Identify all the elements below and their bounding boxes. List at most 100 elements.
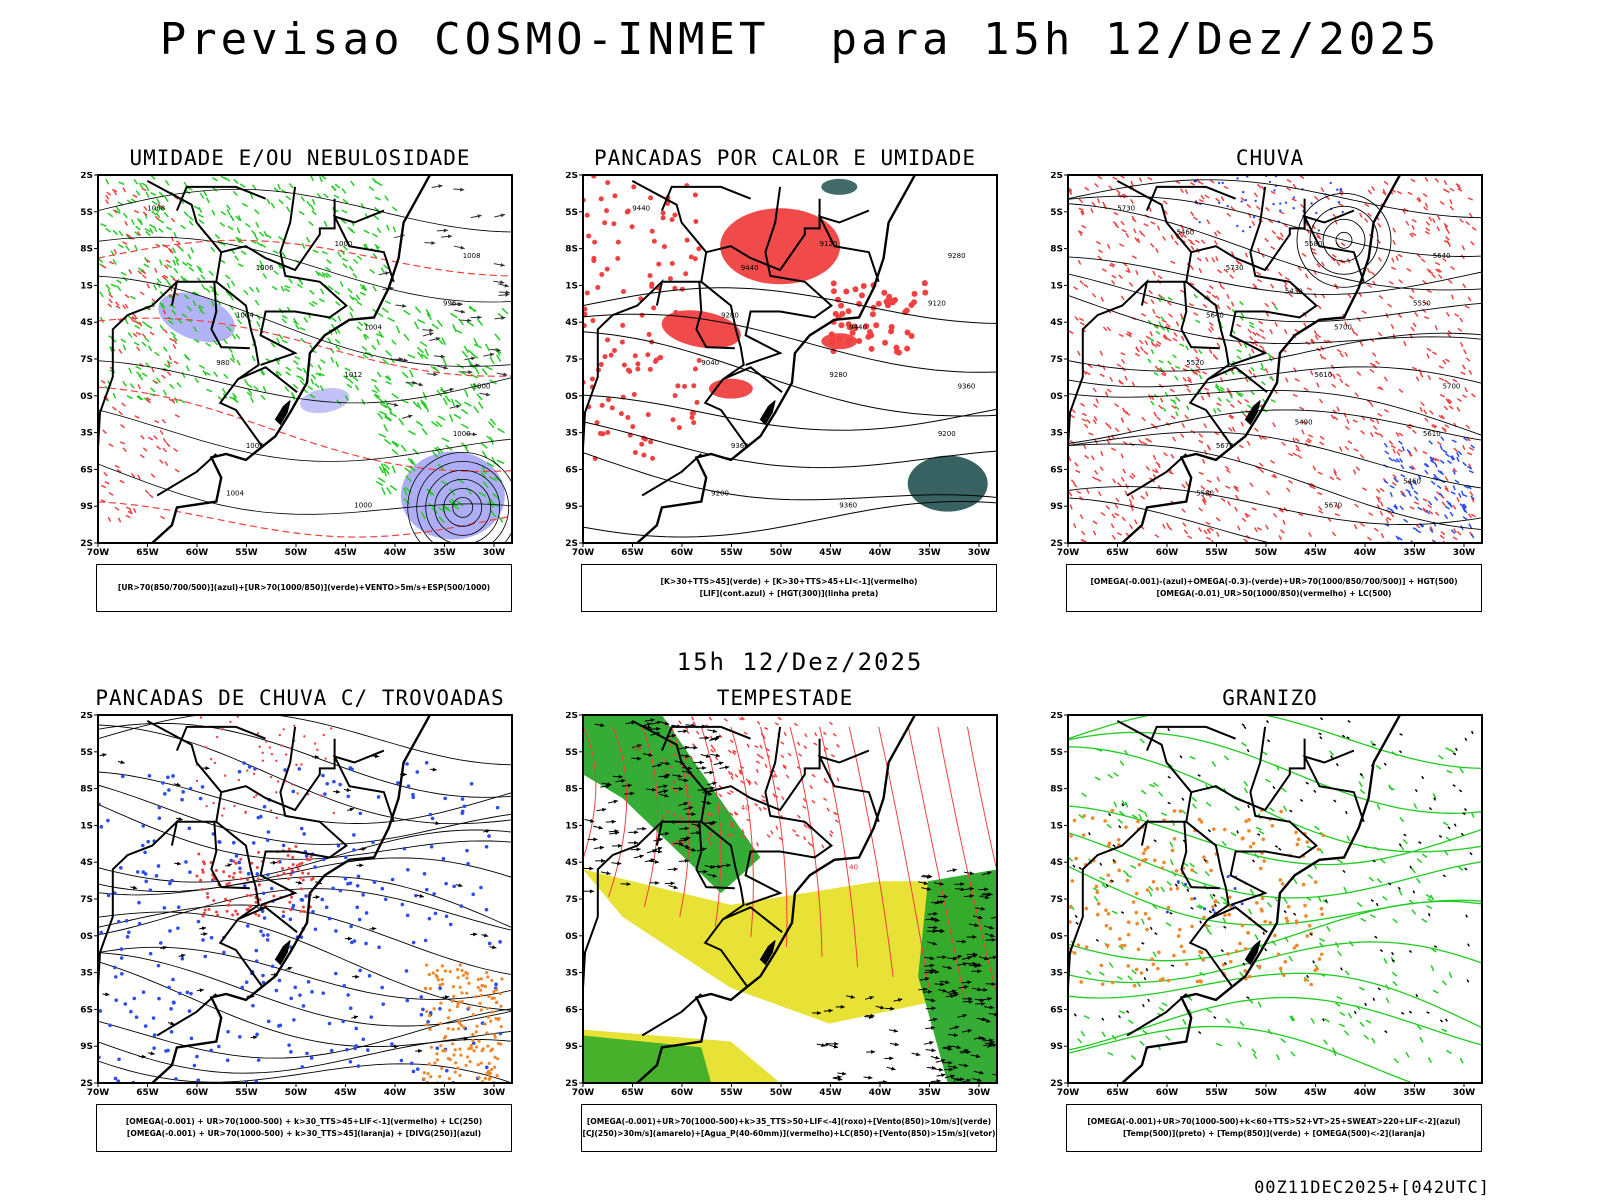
- lat-tick-label: 39S: [565, 1042, 578, 1052]
- legend-line: [OMEGA(-0.01)_UR>50(1000/850)(vermelho) …: [1156, 589, 1392, 598]
- legend-line: [UR>70(850/700/500)](azul)+[UR>70(1000/8…: [117, 583, 491, 592]
- map-panel-umidade: UMIDADE E/OU NEBULOSIDADE 1008 1006 1004 100…: [80, 146, 520, 616]
- lon-tick-label: 55W: [720, 548, 743, 558]
- lat-tick-label: 30S: [565, 392, 578, 402]
- lat-tick-label: 33S: [1050, 429, 1063, 439]
- lon-tick-label: 60W: [671, 548, 694, 558]
- lon-tick-label: 55W: [235, 548, 258, 558]
- lat-tick-label: 36S: [1050, 1005, 1063, 1015]
- lat-tick-label: 33S: [1050, 969, 1063, 979]
- lat-tick-label: 42S: [80, 539, 93, 549]
- legend-line: [LIF](cont.azul) + [HGT(300)](linha pret…: [699, 589, 879, 598]
- panel-legend: [OMEGA(-0.001)-(azul)+OMEGA(-0.3)-(verde…: [1066, 564, 1482, 612]
- contour-label: 5610: [1314, 371, 1332, 379]
- lon-tick-label: 30W: [483, 1088, 506, 1098]
- lat-tick-label: 27S: [1050, 895, 1063, 905]
- lat-tick-label: 21S: [80, 821, 93, 831]
- lon-tick-label: 65W: [621, 1088, 644, 1098]
- contour-label: 1006: [256, 264, 274, 272]
- valid-time-subtitle: 15h 12/Dez/2025: [676, 648, 924, 676]
- contour-label: 5550: [1413, 300, 1431, 308]
- lat-tick-label: 33S: [565, 969, 578, 979]
- contour-label: 1004: [226, 490, 244, 498]
- lon-tick-label: 55W: [720, 1088, 743, 1098]
- contour-label: 9040: [701, 359, 719, 367]
- contour-label: 9280: [948, 252, 966, 260]
- lon-tick-label: 45W: [1304, 1088, 1327, 1098]
- lon-tick-label: 65W: [1106, 1088, 1129, 1098]
- lat-tick-label: 27S: [1050, 355, 1063, 365]
- map-panel-pancadas_calor: PANCADAS POR CALOR E UMIDADE 9440 9440 9440…: [565, 146, 1005, 616]
- panel-title: CHUVA: [1235, 146, 1305, 170]
- lon-tick-label: 50W: [1255, 548, 1278, 558]
- legend-line: [OMEGA(-0.001)-(azul)+OMEGA(-0.3)-(verde…: [1090, 577, 1458, 586]
- lon-tick-label: 45W: [819, 548, 842, 558]
- lat-tick-label: 18S: [565, 245, 578, 255]
- legend-line: [CJ(250)>30m/s](amarelo)+[Agua_P(40-60mm…: [582, 1129, 996, 1138]
- contour-label: 1000: [473, 383, 491, 391]
- map-plot: 5730 5730 5700 5700 5670 5670 5640 5640 5610 5610…: [1050, 172, 1483, 558]
- lon-tick-label: 45W: [334, 1088, 357, 1098]
- lat-tick-label: 18S: [80, 245, 93, 255]
- lat-tick-label: 42S: [565, 1079, 578, 1089]
- lon-tick-label: 35W: [918, 548, 941, 558]
- lat-tick-label: 39S: [80, 502, 93, 512]
- contour-label: 5670: [1324, 501, 1342, 509]
- legend-line: [K>30+TTS>45](verde) + [K>30+TTS>45+LI<-…: [660, 577, 918, 586]
- contour-label: 996: [443, 300, 457, 308]
- contour-label: 40: [849, 863, 858, 871]
- lon-tick-label: 30W: [968, 548, 991, 558]
- lat-tick-label: 36S: [565, 1005, 578, 1015]
- lat-tick-label: 12S: [1050, 712, 1063, 721]
- panel-legend: [OMEGA(-0.001)+UR>70(1000-500)+k<60+TTS>…: [1066, 1104, 1482, 1152]
- lon-tick-label: 55W: [1205, 548, 1228, 558]
- panel-title: GRANIZO: [1222, 686, 1318, 710]
- contour-label: 40: [632, 745, 641, 753]
- lon-tick-label: 35W: [1403, 548, 1426, 558]
- contour-label: 980: [216, 359, 229, 367]
- lat-tick-label: 24S: [1050, 858, 1063, 868]
- contour-label: 5700: [1443, 383, 1461, 391]
- lon-tick-label: 70W: [572, 1088, 595, 1098]
- map-plot: 12S 15S 18S 21S 24S 27S 30S 33S 36S 39S 42S70W 65W 6…: [80, 712, 513, 1098]
- lat-tick-label: 21S: [565, 821, 578, 831]
- lon-tick-label: 30W: [1453, 548, 1476, 558]
- lon-tick-label: 35W: [1403, 1088, 1426, 1098]
- lat-tick-label: 33S: [80, 429, 93, 439]
- lat-tick-label: 21S: [1050, 281, 1063, 291]
- lon-tick-label: 50W: [285, 1088, 308, 1098]
- panel-title: PANCADAS POR CALOR E UMIDADE: [593, 146, 976, 170]
- lon-tick-label: 40W: [384, 548, 407, 558]
- lat-tick-label: 12S: [565, 712, 578, 721]
- lon-tick-label: 55W: [1205, 1088, 1228, 1098]
- lon-tick-label: 70W: [572, 548, 595, 558]
- panel-legend: [UR>70(850/700/500)](azul)+[UR>70(1000/8…: [96, 564, 512, 612]
- contour-label: 1004: [364, 323, 382, 331]
- contour-label: 5670: [1216, 442, 1234, 450]
- lat-tick-label: 18S: [1050, 245, 1063, 255]
- contour-label: 1004: [236, 311, 254, 319]
- legend-line: [OMEGA(-0.001) + UR>70(1000-500) + k>30_…: [125, 1117, 483, 1126]
- lat-tick-label: 27S: [80, 355, 93, 365]
- lat-tick-label: 30S: [1050, 392, 1063, 402]
- contour-label: 9440: [741, 264, 759, 272]
- contour-label: 5640: [1206, 311, 1224, 319]
- contour-label: 9360: [839, 501, 857, 509]
- lat-tick-label: 24S: [80, 858, 93, 868]
- contour-label: 1008: [147, 205, 165, 213]
- contour-label: 9200: [938, 430, 956, 438]
- lon-tick-label: 50W: [770, 548, 793, 558]
- contour-label: 5700: [1334, 323, 1352, 331]
- contour-label: 1000: [246, 442, 264, 450]
- lat-tick-label: 24S: [80, 318, 93, 328]
- contour-label: 9440: [849, 323, 867, 331]
- contour-label: 5640: [1433, 252, 1451, 260]
- lon-tick-label: 45W: [1304, 548, 1327, 558]
- lon-tick-label: 65W: [136, 1088, 159, 1098]
- lon-tick-label: 55W: [235, 1088, 258, 1098]
- lat-tick-label: 24S: [1050, 318, 1063, 328]
- contour-label: 1000: [453, 430, 471, 438]
- lat-tick-label: 15S: [565, 748, 578, 758]
- contour-label: 1008: [463, 252, 481, 260]
- lat-tick-label: 33S: [80, 969, 93, 979]
